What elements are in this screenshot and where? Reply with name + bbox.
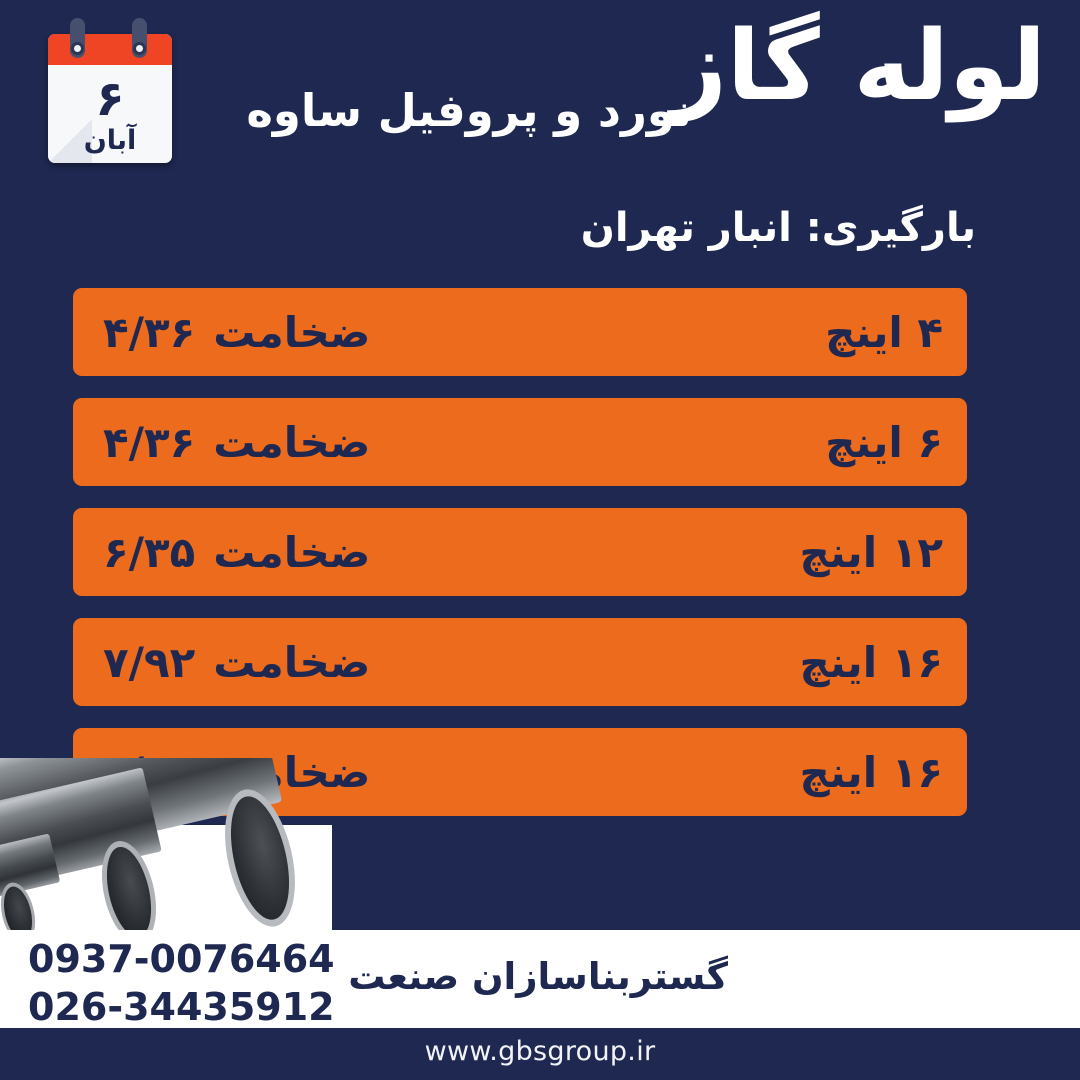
row-size: ۱۲ اینچ xyxy=(799,527,943,577)
calendar-ring-right xyxy=(132,18,147,58)
company-name: گستربناسازان صنعت xyxy=(348,955,728,998)
row-thickness-value: ۴/۳۶ xyxy=(103,307,196,357)
contact-phones: 0937-0076464 026-34435912 xyxy=(28,936,335,1031)
row-thickness-label: ضخامت xyxy=(213,307,371,357)
loading-location-label: بارگیری: انبار تهران xyxy=(580,205,976,251)
row-thickness-label: ضخامت xyxy=(213,527,371,577)
page-subtitle: نورد و پروفیل ساوه xyxy=(246,84,692,137)
row-size: ۴ اینچ xyxy=(825,307,943,357)
row-size: ۱۶ اینچ xyxy=(799,637,943,687)
calendar-body: ۶ آبان xyxy=(48,34,172,163)
row-thickness-value: ۴/۳۶ xyxy=(103,417,196,467)
calendar-month: آبان xyxy=(83,124,137,156)
calendar-page-fold xyxy=(48,119,92,163)
table-row: ۴ اینچ ضخامت ۴/۳۶ xyxy=(73,288,967,376)
table-row: ۱۲ اینچ ضخامت ۶/۳۵ xyxy=(73,508,967,596)
row-thickness-value: ۶/۳۵ xyxy=(103,527,196,577)
row-thickness-group: ضخامت ۴/۳۶ xyxy=(103,308,370,357)
spec-table: ۴ اینچ ضخامت ۴/۳۶ ۶ اینچ ضخامت ۴/۳۶ ۱۲ ا… xyxy=(73,288,967,816)
row-thickness-group: ضخامت ۷/۹۲ xyxy=(103,638,370,687)
calendar-icon: ۶ آبان xyxy=(48,18,172,163)
header: ۶ آبان لوله گاز نورد و پروفیل ساوه xyxy=(0,0,1080,175)
calendar-day: ۶ xyxy=(95,70,125,127)
website-url[interactable]: www.gbsgroup.ir xyxy=(424,1036,656,1067)
calendar-ring-left xyxy=(70,18,85,58)
row-thickness-value: ۷/۹۲ xyxy=(103,637,196,687)
phone-mobile[interactable]: 0937-0076464 xyxy=(28,937,335,981)
row-thickness-group: ضخامت ۴/۳۶ xyxy=(103,418,370,467)
calendar-date: ۶ آبان xyxy=(48,65,172,163)
table-row: ۶ اینچ ضخامت ۴/۳۶ xyxy=(73,398,967,486)
row-thickness-label: ضخامت xyxy=(213,637,371,687)
row-size: ۱۶ اینچ xyxy=(799,747,943,797)
steel-pipes-photo xyxy=(0,758,332,958)
row-size: ۶ اینچ xyxy=(825,417,943,467)
phone-landline[interactable]: 026-34435912 xyxy=(28,984,335,1029)
footer-band xyxy=(0,930,1080,1028)
row-thickness-group: ضخامت ۶/۳۵ xyxy=(103,528,370,577)
row-thickness-label: ضخامت xyxy=(213,417,371,467)
page-title: لوله گاز xyxy=(671,9,1046,122)
table-row: ۱۶ اینچ ضخامت ۷/۹۲ xyxy=(73,618,967,706)
calendar-header-strip xyxy=(48,34,172,65)
